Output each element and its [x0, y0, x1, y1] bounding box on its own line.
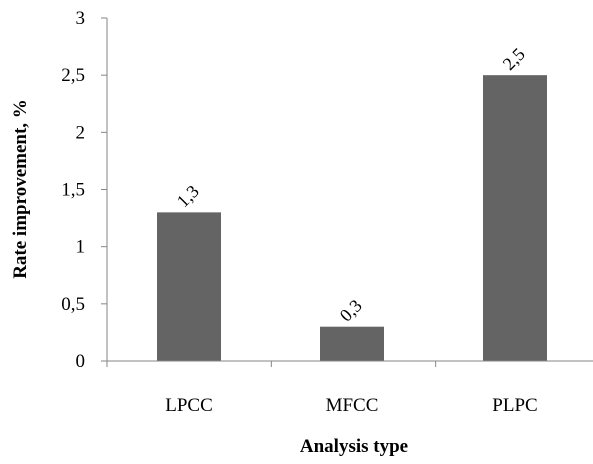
x-tick-label: PLPC	[492, 395, 537, 416]
y-tick-label: 1,5	[61, 180, 85, 201]
y-axis-title: Rate improvement, %	[10, 99, 31, 279]
data-label: 0,3	[336, 295, 366, 325]
x-tick-label: LPCC	[165, 395, 213, 416]
data-label: 2,5	[499, 44, 529, 74]
y-tick-label: 2,5	[61, 65, 85, 86]
y-tick-label: 2	[76, 122, 86, 143]
bar-plpc	[483, 75, 547, 362]
bars	[157, 75, 547, 362]
x-axis-title: Analysis type	[300, 436, 408, 457]
y-tick-label: 0,5	[61, 294, 85, 315]
y-tick-label: 3	[76, 8, 86, 29]
data-label: 1,3	[173, 181, 203, 211]
y-axis-ticks: 0 0,5 1 1,5 2 2,5 3	[61, 8, 108, 372]
category-labels: LPCC MFCC PLPC	[165, 395, 537, 416]
y-tick-label: 1	[76, 237, 86, 258]
bar-mfcc	[320, 326, 384, 361]
bar-lpcc	[157, 212, 221, 361]
data-labels: 1,3 0,3 2,5	[173, 44, 529, 326]
x-axis	[106, 360, 593, 367]
y-tick-label: 0	[76, 351, 86, 372]
x-tick-label: MFCC	[326, 395, 379, 416]
